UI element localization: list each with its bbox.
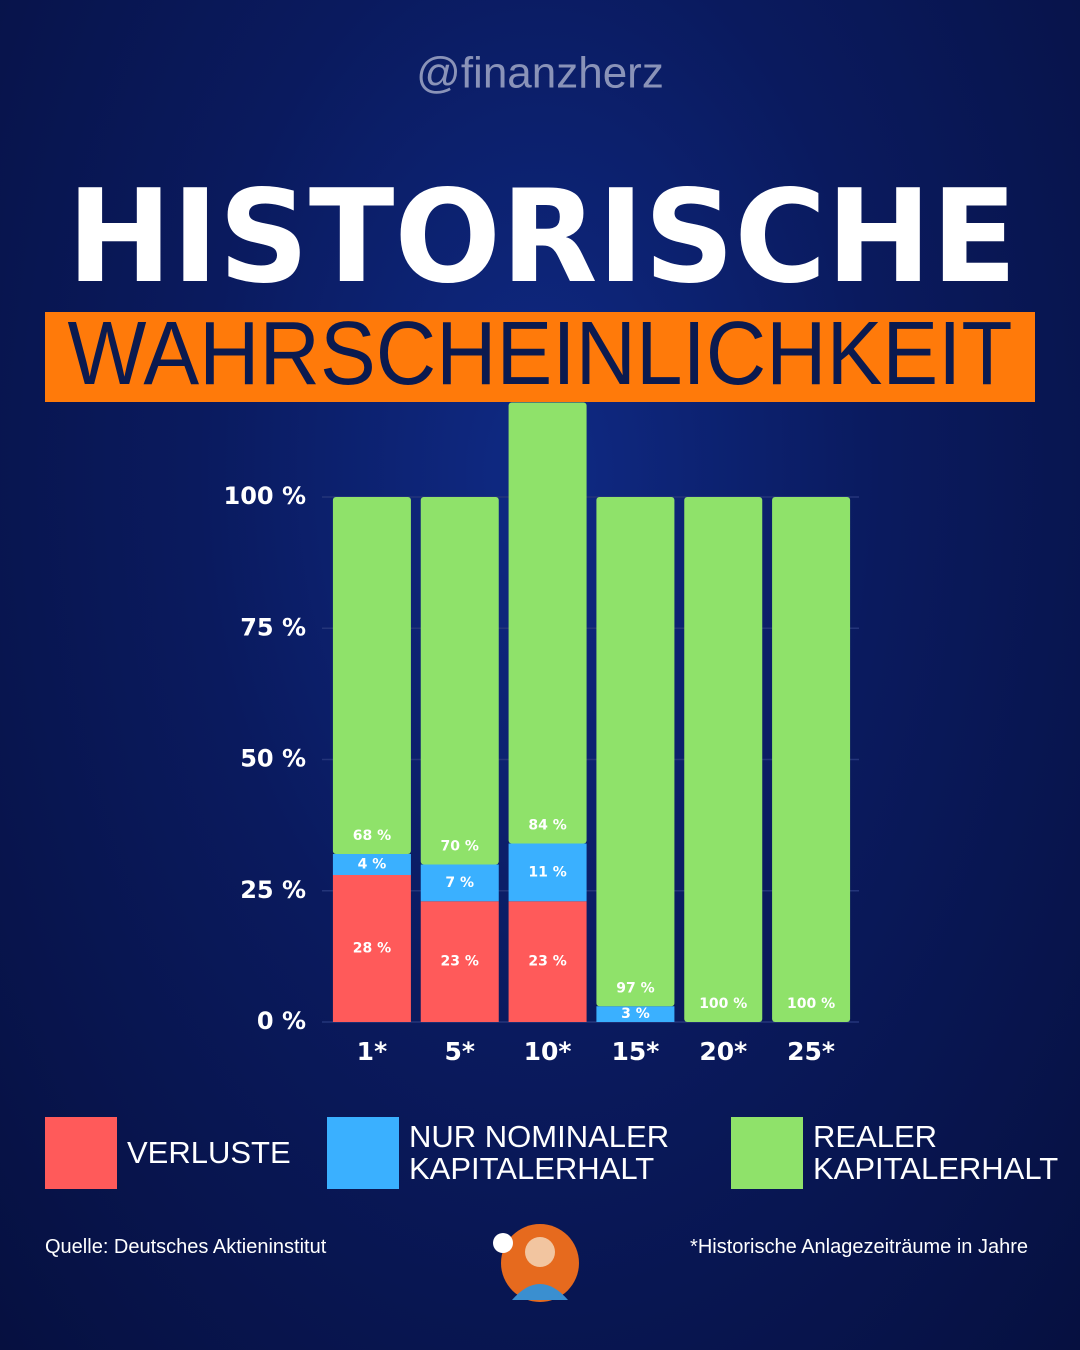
bar-segment xyxy=(596,497,675,1007)
legend-item: REALER KAPITALERHALT xyxy=(731,1117,1059,1189)
value-label: 7 % xyxy=(445,875,474,891)
bar-segment xyxy=(420,864,499,902)
x-tick-label: 25* xyxy=(787,1037,835,1066)
bar-segment xyxy=(332,875,411,1022)
value-label: 100 % xyxy=(699,996,747,1012)
bar-segment xyxy=(684,497,763,1022)
value-label: 28 % xyxy=(353,941,391,957)
value-label: 3 % xyxy=(621,1006,650,1022)
legend-swatch xyxy=(45,1117,117,1189)
x-tick-label: 10* xyxy=(524,1037,572,1066)
value-label: 23 % xyxy=(528,954,566,970)
x-tick-label: 5* xyxy=(445,1037,475,1066)
x-tick-label: 15* xyxy=(611,1037,659,1066)
legend-item: NUR NOMINALER KAPITALERHALT xyxy=(327,1117,684,1189)
subtitle-banner xyxy=(45,312,1035,402)
y-tick-label: 75 % xyxy=(240,613,306,641)
avatar-shirt xyxy=(512,1284,568,1300)
legend-label: NUR NOMINALER KAPITALERHALT xyxy=(409,1119,670,1186)
legend-swatch xyxy=(327,1117,399,1189)
y-tick-label: 50 % xyxy=(240,745,306,773)
value-label: 4 % xyxy=(358,857,387,873)
chart-subtitle: WAHRSCHEINLICHKEIT xyxy=(68,304,1013,404)
value-label: 68 % xyxy=(353,828,391,844)
plot: 0 % 25 % 50 % 75 % 100 % 28 % 4 % 68 % 1* 23 % 7 %… xyxy=(224,402,859,1066)
bar-segment xyxy=(596,1006,675,1022)
bar-segment xyxy=(420,497,499,865)
avatar-face xyxy=(525,1237,555,1267)
value-label: 97 % xyxy=(616,980,654,996)
legend-item: VERLUSTE xyxy=(45,1117,291,1189)
x-tick-label: 20* xyxy=(699,1037,747,1066)
value-label: 11 % xyxy=(528,864,566,880)
source: Quelle: Deutsches Aktieninstitut xyxy=(45,1236,327,1258)
bar-segment xyxy=(332,497,411,854)
value-label: 23 % xyxy=(441,954,479,970)
value-label: 100 % xyxy=(787,996,835,1012)
chart-title: HISTORISCHE xyxy=(67,163,1017,312)
handle: @finanzherz xyxy=(416,49,664,98)
value-label: 84 % xyxy=(528,818,566,834)
y-tick-label: 100 % xyxy=(224,482,307,510)
x-tick-label: 1* xyxy=(357,1037,387,1066)
bar-segment xyxy=(508,901,587,1022)
value-label: 70 % xyxy=(441,839,479,855)
legend-label: REALER KAPITALERHALT xyxy=(813,1119,1059,1186)
bar-segment xyxy=(508,843,587,902)
bar-segment xyxy=(332,854,411,875)
bar-segment xyxy=(772,497,851,1022)
avatar-badge xyxy=(493,1233,513,1253)
legend-label: VERLUSTE xyxy=(127,1135,291,1170)
y-tick-label: 25 % xyxy=(240,876,306,904)
footnote: *Historische Anlagezeiträume in Jahre xyxy=(690,1236,1028,1258)
bar-segment xyxy=(420,901,499,1022)
y-tick-label: 0 % xyxy=(257,1007,306,1035)
bar-segment xyxy=(508,402,587,844)
legend-swatch xyxy=(731,1117,803,1189)
